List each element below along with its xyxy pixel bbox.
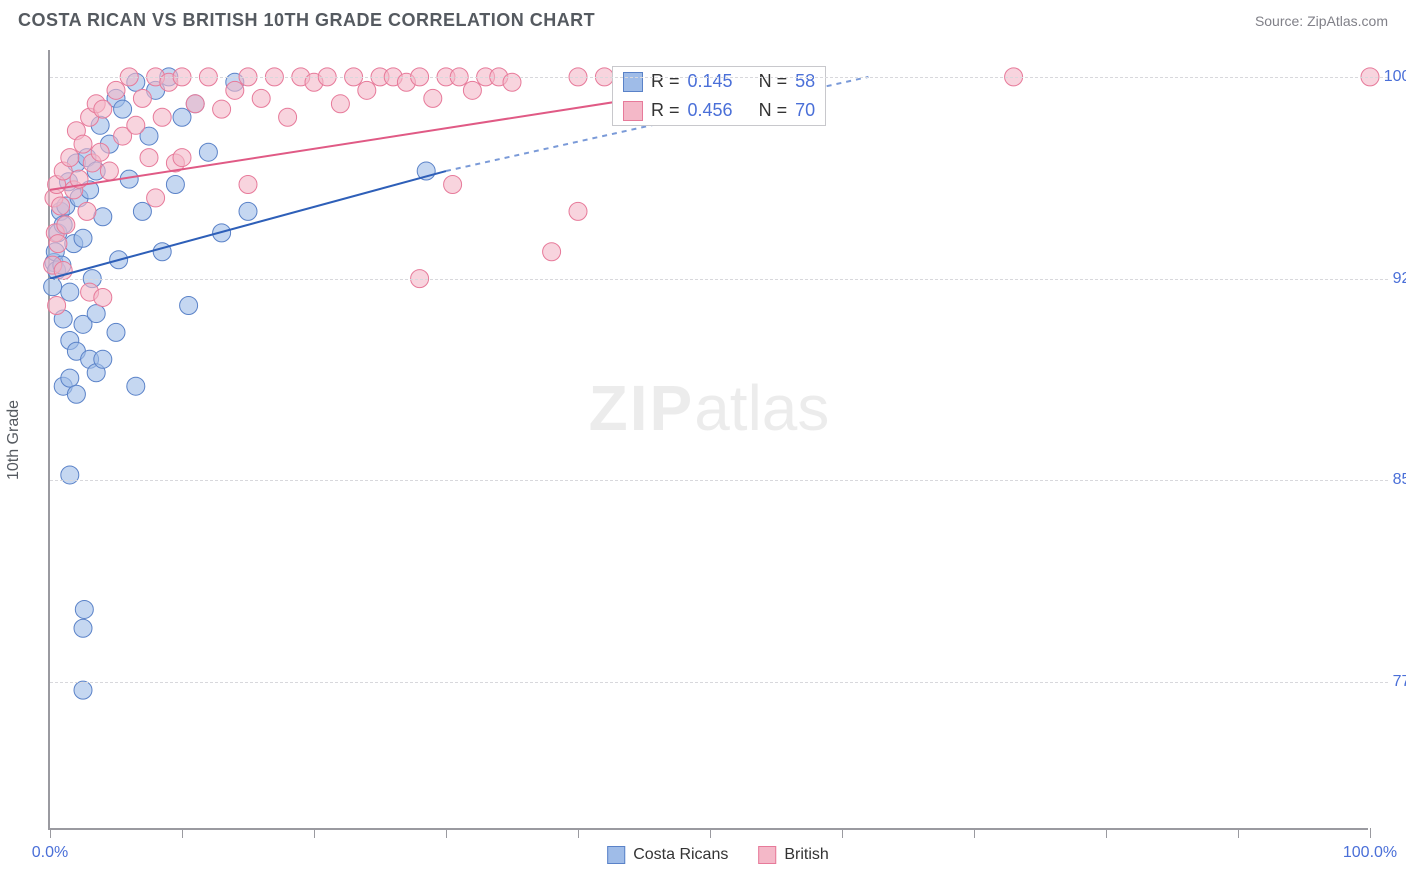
plot-area: ZIPatlas R = 0.145 N = 58 R = 0.456 N = …	[48, 50, 1368, 830]
data-point	[61, 149, 79, 167]
xtick	[50, 828, 51, 838]
xtick	[974, 828, 975, 838]
data-point	[153, 108, 171, 126]
ytick-label: 92.5%	[1378, 270, 1406, 288]
data-point	[94, 350, 112, 368]
data-point	[74, 619, 92, 637]
gridline-h	[50, 279, 1388, 280]
data-point	[94, 208, 112, 226]
stats-r-label-1: R =	[651, 100, 680, 121]
stats-box: R = 0.145 N = 58 R = 0.456 N = 70	[612, 66, 826, 126]
data-point	[239, 175, 257, 193]
stats-row-0: R = 0.145 N = 58	[613, 67, 825, 96]
stats-r-0: 0.145	[688, 71, 733, 92]
data-point	[61, 283, 79, 301]
data-point	[331, 95, 349, 113]
data-point	[107, 81, 125, 99]
chart-title: COSTA RICAN VS BRITISH 10TH GRADE CORREL…	[18, 10, 595, 31]
data-point	[52, 197, 70, 215]
stats-row-1: R = 0.456 N = 70	[613, 96, 825, 125]
data-point	[252, 89, 270, 107]
xtick-label: 100.0%	[1343, 844, 1397, 862]
data-point	[61, 369, 79, 387]
data-point	[180, 297, 198, 315]
data-point	[226, 81, 244, 99]
data-point	[173, 108, 191, 126]
stats-n-0: 58	[795, 71, 815, 92]
plot-svg	[50, 50, 1370, 830]
stats-n-label-0: N =	[759, 71, 788, 92]
data-point	[74, 135, 92, 153]
data-point	[199, 143, 217, 161]
data-point	[186, 95, 204, 113]
chart-container: 10th Grade ZIPatlas R = 0.145 N = 58 R =…	[48, 50, 1388, 830]
xtick	[182, 828, 183, 838]
data-point	[463, 81, 481, 99]
ytick-label: 77.5%	[1378, 673, 1406, 691]
data-point	[569, 202, 587, 220]
data-point	[75, 600, 93, 618]
xtick	[1106, 828, 1107, 838]
data-point	[543, 243, 561, 261]
data-point	[49, 235, 67, 253]
data-point	[44, 278, 62, 296]
stats-n-1: 70	[795, 100, 815, 121]
gridline-h	[50, 480, 1388, 481]
data-point	[127, 116, 145, 134]
data-point	[57, 216, 75, 234]
data-point	[358, 81, 376, 99]
ytick-label: 85.0%	[1378, 471, 1406, 489]
gridline-h	[50, 682, 1388, 683]
data-point	[279, 108, 297, 126]
data-point	[48, 297, 66, 315]
data-point	[239, 202, 257, 220]
data-point	[87, 305, 105, 323]
data-point	[114, 100, 132, 118]
data-point	[94, 288, 112, 306]
legend-item-0: Costa Ricans	[607, 846, 728, 864]
source-label: Source: ZipAtlas.com	[1255, 13, 1388, 29]
data-point	[107, 323, 125, 341]
data-point	[147, 189, 165, 207]
legend-label-1: British	[784, 846, 828, 864]
y-axis-label: 10th Grade	[5, 400, 23, 480]
xtick	[314, 828, 315, 838]
ytick-label: 100.0%	[1378, 68, 1406, 86]
data-point	[94, 100, 112, 118]
legend-swatch-1	[758, 846, 776, 864]
legend: Costa Ricans British	[607, 846, 829, 864]
data-point	[91, 143, 109, 161]
legend-item-1: British	[758, 846, 828, 864]
xtick	[1238, 828, 1239, 838]
data-point	[67, 385, 85, 403]
stats-r-label-0: R =	[651, 71, 680, 92]
xtick	[578, 828, 579, 838]
xtick	[842, 828, 843, 838]
stats-n-label-1: N =	[759, 100, 788, 121]
data-point	[100, 162, 118, 180]
stats-swatch-0	[623, 72, 643, 92]
data-point	[424, 89, 442, 107]
data-point	[74, 681, 92, 699]
header: COSTA RICAN VS BRITISH 10TH GRADE CORREL…	[0, 0, 1406, 37]
xtick	[1370, 828, 1371, 838]
legend-label-0: Costa Ricans	[633, 846, 728, 864]
data-point	[74, 229, 92, 247]
data-point	[127, 377, 145, 395]
stats-r-1: 0.456	[688, 100, 733, 121]
stats-swatch-1	[623, 101, 643, 121]
data-point	[173, 149, 191, 167]
xtick	[710, 828, 711, 838]
xtick	[446, 828, 447, 838]
data-point	[166, 175, 184, 193]
data-point	[78, 202, 96, 220]
data-point	[213, 100, 231, 118]
gridline-h	[50, 77, 1388, 78]
data-point	[133, 89, 151, 107]
data-point	[444, 175, 462, 193]
data-point	[133, 202, 151, 220]
legend-swatch-0	[607, 846, 625, 864]
xtick-label: 0.0%	[32, 844, 68, 862]
data-point	[140, 149, 158, 167]
